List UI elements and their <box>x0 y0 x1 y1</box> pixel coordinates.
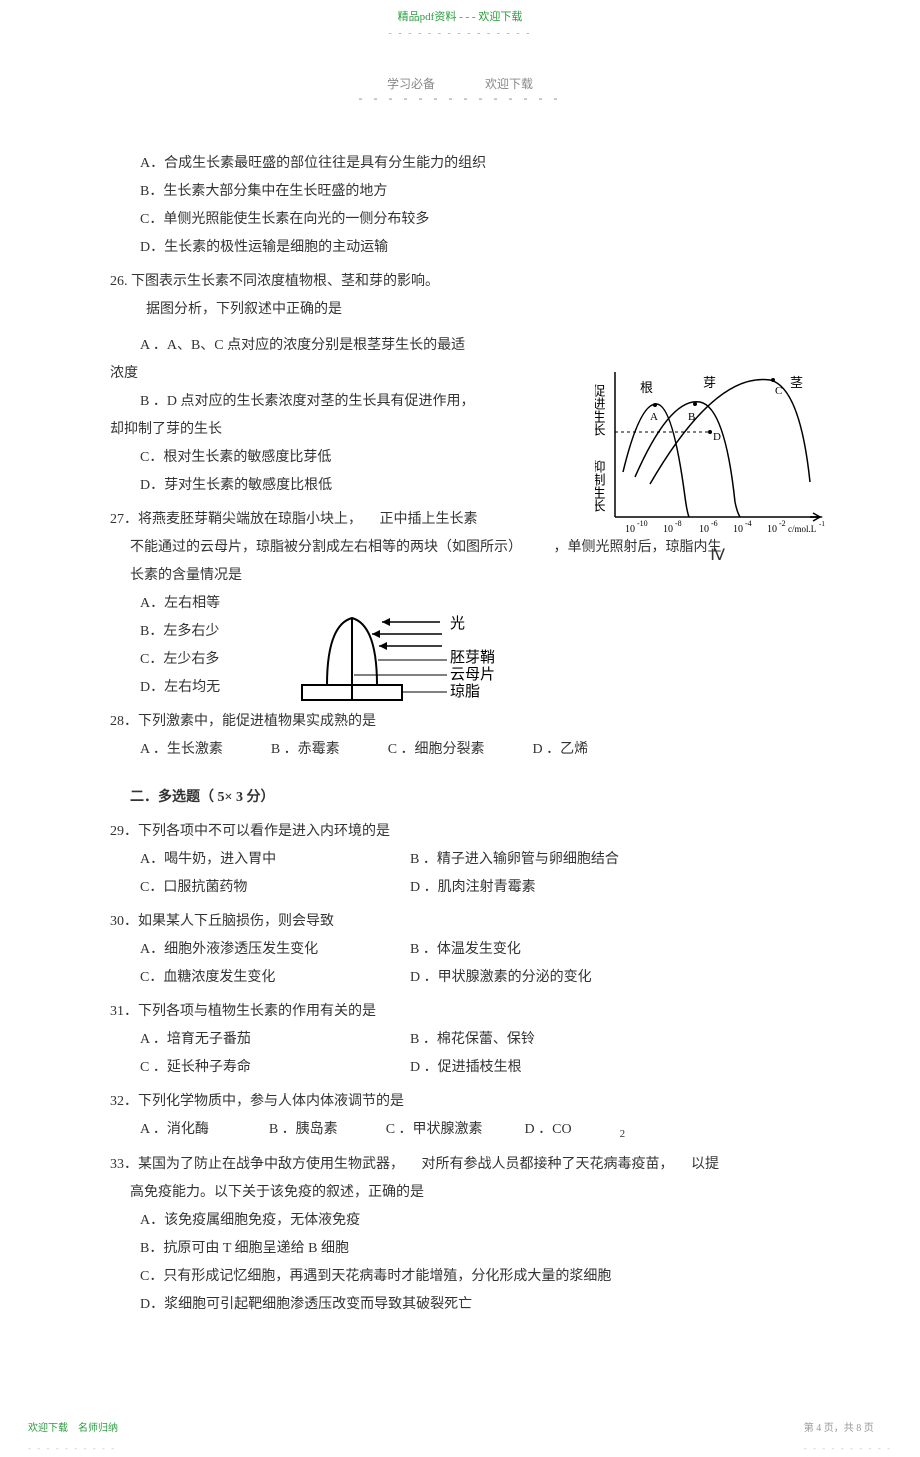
q28-opt-a: A ．生长激素 <box>140 736 223 764</box>
q33-stem1: 33．某国为了防止在战争中敌方使用生物武器， 对所有参战人员都接种了天花病毒疫苗… <box>110 1151 810 1179</box>
q31-opt-c: C ．延长种子寿命 <box>140 1054 410 1082</box>
svg-text:C: C <box>775 385 782 397</box>
q27-stem1a: 27．将燕麦胚芽鞘尖端放在琼脂小块上， <box>110 512 362 527</box>
q30: 30．如果某人下丘脑损伤，则会导致 A．细胞外液渗透压发生变化 B ．体温发生变… <box>110 908 810 992</box>
q30-stem: 30．如果某人下丘脑损伤，则会导致 <box>110 908 810 936</box>
svg-text:-8: -8 <box>675 519 682 528</box>
footer-right-dots: - - - - - - - - - - <box>804 1439 892 1457</box>
footer-right: 第 4 页，共 8 页 <box>804 1419 892 1439</box>
q29-opt-a: A．喝牛奶，进入胃中 <box>140 846 410 874</box>
co2-subscript: 2 <box>620 1128 626 1140</box>
footer-left-dots: - - - - - - - - - - <box>28 1439 118 1457</box>
svg-text:D: D <box>713 431 721 443</box>
svg-text:芽: 芽 <box>703 375 716 390</box>
svg-text:10: 10 <box>663 524 673 535</box>
q30-opt-d: D ．甲状腺激素的分泌的变化 <box>410 964 592 992</box>
svg-text:10: 10 <box>699 524 709 535</box>
q32: 32．下列化学物质中，参与人体内体液调节的是 A ．消化酶 B ．胰岛素 C ．… <box>110 1088 810 1145</box>
q31: 31．下列各项与植物生长素的作用有关的是 A ．培育无子番茄 B ．棉花保蕾、保… <box>110 998 810 1082</box>
q30-row1: A．细胞外液渗透压发生变化 B ．体温发生变化 <box>140 936 810 964</box>
q27-stem1b: 正中插上生长素 <box>380 512 478 527</box>
svg-text:-10: -10 <box>637 519 648 528</box>
q30-opt-c: C．血糖浓度发生变化 <box>140 964 410 992</box>
q33-opt-a: A．该免疫属细胞免疫，无体液免疫 <box>140 1207 810 1235</box>
figure-roman-label: Ⅳ <box>710 540 725 572</box>
q28-opt-d: D ．乙烯 <box>533 736 589 764</box>
footer-left: 欢迎下载 名师归纳 <box>28 1419 118 1439</box>
svg-text:10: 10 <box>733 524 743 535</box>
svg-text:胚芽鞘: 胚芽鞘 <box>450 649 495 666</box>
q28-opt-b: B ．赤霉素 <box>271 736 340 764</box>
q26-stem-2: 据图分析，下列叙述中正确的是 <box>146 296 810 324</box>
q31-row2: C ．延长种子寿命 D ．促进插枝生根 <box>140 1054 810 1082</box>
q28-opts: A ．生长激素 B ．赤霉素 C ．细胞分裂素 D ．乙烯 <box>140 736 810 764</box>
q31-opt-b: B ．棉花保蕾、保铃 <box>410 1026 535 1054</box>
svg-text:琼脂: 琼脂 <box>450 683 480 700</box>
q27-stem2a: 不能通过的云母片，琼脂被分割成左右相等的两块（如图所示） <box>130 540 522 555</box>
pdf-dots: - - - - - - - - - - - - - - - <box>0 24 920 44</box>
svg-text:A: A <box>650 411 658 423</box>
header-dashes: - - - - - - - - - - - - - - <box>0 86 920 110</box>
q29-row1: A．喝牛奶，进入胃中 B ．精子进入输卵管与卵细胞结合 <box>140 846 810 874</box>
svg-text:B: B <box>688 411 695 423</box>
q32-opt-b: B ．胰岛素 <box>269 1116 338 1145</box>
q28-stem: 28．下列激素中，能促进植物果实成熟的是 <box>110 708 810 736</box>
growth-curve-figure: 促进生长 抑制生长 根 芽 茎 A B C D 10-10 10-8 10-6 … <box>595 362 825 547</box>
svg-text:云母片: 云母片 <box>450 666 495 683</box>
q29: 29．下列各项中不可以看作是进入内环境的是 A．喝牛奶，进入胃中 B ．精子进入… <box>110 818 810 902</box>
svg-text:-6: -6 <box>711 519 718 528</box>
q25-opt-c: C．单侧光照能使生长素在向光的一侧分布较多 <box>140 206 810 234</box>
q33-opt-d: D．浆细胞可引起靶细胞渗透压改变而导致其破裂死亡 <box>140 1291 810 1319</box>
svg-text:光: 光 <box>450 615 465 632</box>
q25-opt-b: B．生长素大部分集中在生长旺盛的地方 <box>140 178 810 206</box>
svg-text:10: 10 <box>767 524 777 535</box>
q30-opt-b: B ．体温发生变化 <box>410 936 521 964</box>
q31-row1: A ．培育无子番茄 B ．棉花保蕾、保铃 <box>140 1026 810 1054</box>
q29-stem: 29．下列各项中不可以看作是进入内环境的是 <box>110 818 810 846</box>
q32-opt-a: A ．消化酶 <box>140 1116 209 1145</box>
q28: 28．下列激素中，能促进植物果实成熟的是 A ．生长激素 B ．赤霉素 C ．细… <box>110 708 810 764</box>
q29-row2: C．口服抗菌药物 D ．肌肉注射青霉素 <box>140 874 810 902</box>
svg-text:10: 10 <box>625 524 635 535</box>
q33-stem1a: 33．某国为了防止在战争中敌方使用生物武器， <box>110 1157 404 1172</box>
q33: 33．某国为了防止在战争中敌方使用生物武器， 对所有参战人员都接种了天花病毒疫苗… <box>110 1151 810 1319</box>
q32-opt-d-text: D ．CO <box>525 1122 572 1137</box>
q26-opt-a1: A ．A、B、C 点对应的浓度分别是根茎芽生长的最适 <box>140 332 810 360</box>
svg-text:-2: -2 <box>779 519 786 528</box>
q27-stem3: 长素的含量情况是 <box>130 562 810 590</box>
svg-text:c/mol.L: c/mol.L <box>788 524 816 534</box>
q26-stem-1: 26. 下图表示生长素不同浓度植物根、茎和芽的影响。 <box>110 268 810 296</box>
q33-stem1c: 以提 <box>691 1157 719 1172</box>
svg-text:根: 根 <box>640 380 653 395</box>
q29-opt-d: D ．肌肉注射青霉素 <box>410 874 536 902</box>
q30-row2: C．血糖浓度发生变化 D ．甲状腺激素的分泌的变化 <box>140 964 810 992</box>
q32-opts: A ．消化酶 B ．胰岛素 C ．甲状腺激素 D ．CO 2 <box>140 1116 810 1145</box>
q32-opt-c: C ．甲状腺激素 <box>386 1116 483 1145</box>
content-area: 促进生长 抑制生长 根 芽 茎 A B C D 10-10 10-8 10-6 … <box>0 110 920 1319</box>
svg-text:茎: 茎 <box>790 375 803 390</box>
q33-opt-c: C．只有形成记忆细胞，再遇到天花病毒时才能增殖，分化形成大量的浆细胞 <box>140 1263 810 1291</box>
q33-stem1b: 对所有参战人员都接种了天花病毒疫苗， <box>422 1157 674 1172</box>
svg-text:抑制生长: 抑制生长 <box>595 460 606 512</box>
svg-text:-4: -4 <box>745 519 752 528</box>
q32-stem: 32．下列化学物质中，参与人体内体液调节的是 <box>110 1088 810 1116</box>
q29-opt-b: B ．精子进入输卵管与卵细胞结合 <box>410 846 619 874</box>
footer: 欢迎下载 名师归纳 - - - - - - - - - - 第 4 页，共 8 … <box>0 1419 920 1457</box>
svg-text:-1: -1 <box>819 520 825 528</box>
q31-opt-a: A ．培育无子番茄 <box>140 1026 410 1054</box>
coleoptile-figure: 光 胚芽鞘 云母片 琼脂 <box>292 610 572 710</box>
section-2-title: 二．多选题（ 5× 3 分） <box>130 784 810 812</box>
q33-opt-b: B．抗原可由 T 细胞呈递给 B 细胞 <box>140 1235 810 1263</box>
q32-opt-d: D ．CO 2 <box>525 1116 674 1145</box>
q25-opt-d: D．生长素的极性运输是细胞的主动运输 <box>140 234 810 262</box>
q33-stem2: 高免疫能力。以下关于该免疫的叙述，正确的是 <box>130 1179 810 1207</box>
q30-opt-a: A．细胞外液渗透压发生变化 <box>140 936 410 964</box>
q31-opt-d: D ．促进插枝生根 <box>410 1054 522 1082</box>
q31-stem: 31．下列各项与植物生长素的作用有关的是 <box>110 998 810 1026</box>
q28-opt-c: C ．细胞分裂素 <box>388 736 485 764</box>
q29-opt-c: C．口服抗菌药物 <box>140 874 410 902</box>
q25-opt-a: A．合成生长素最旺盛的部位往往是具有分生能力的组织 <box>140 150 810 178</box>
svg-text:促进生长: 促进生长 <box>595 384 606 436</box>
